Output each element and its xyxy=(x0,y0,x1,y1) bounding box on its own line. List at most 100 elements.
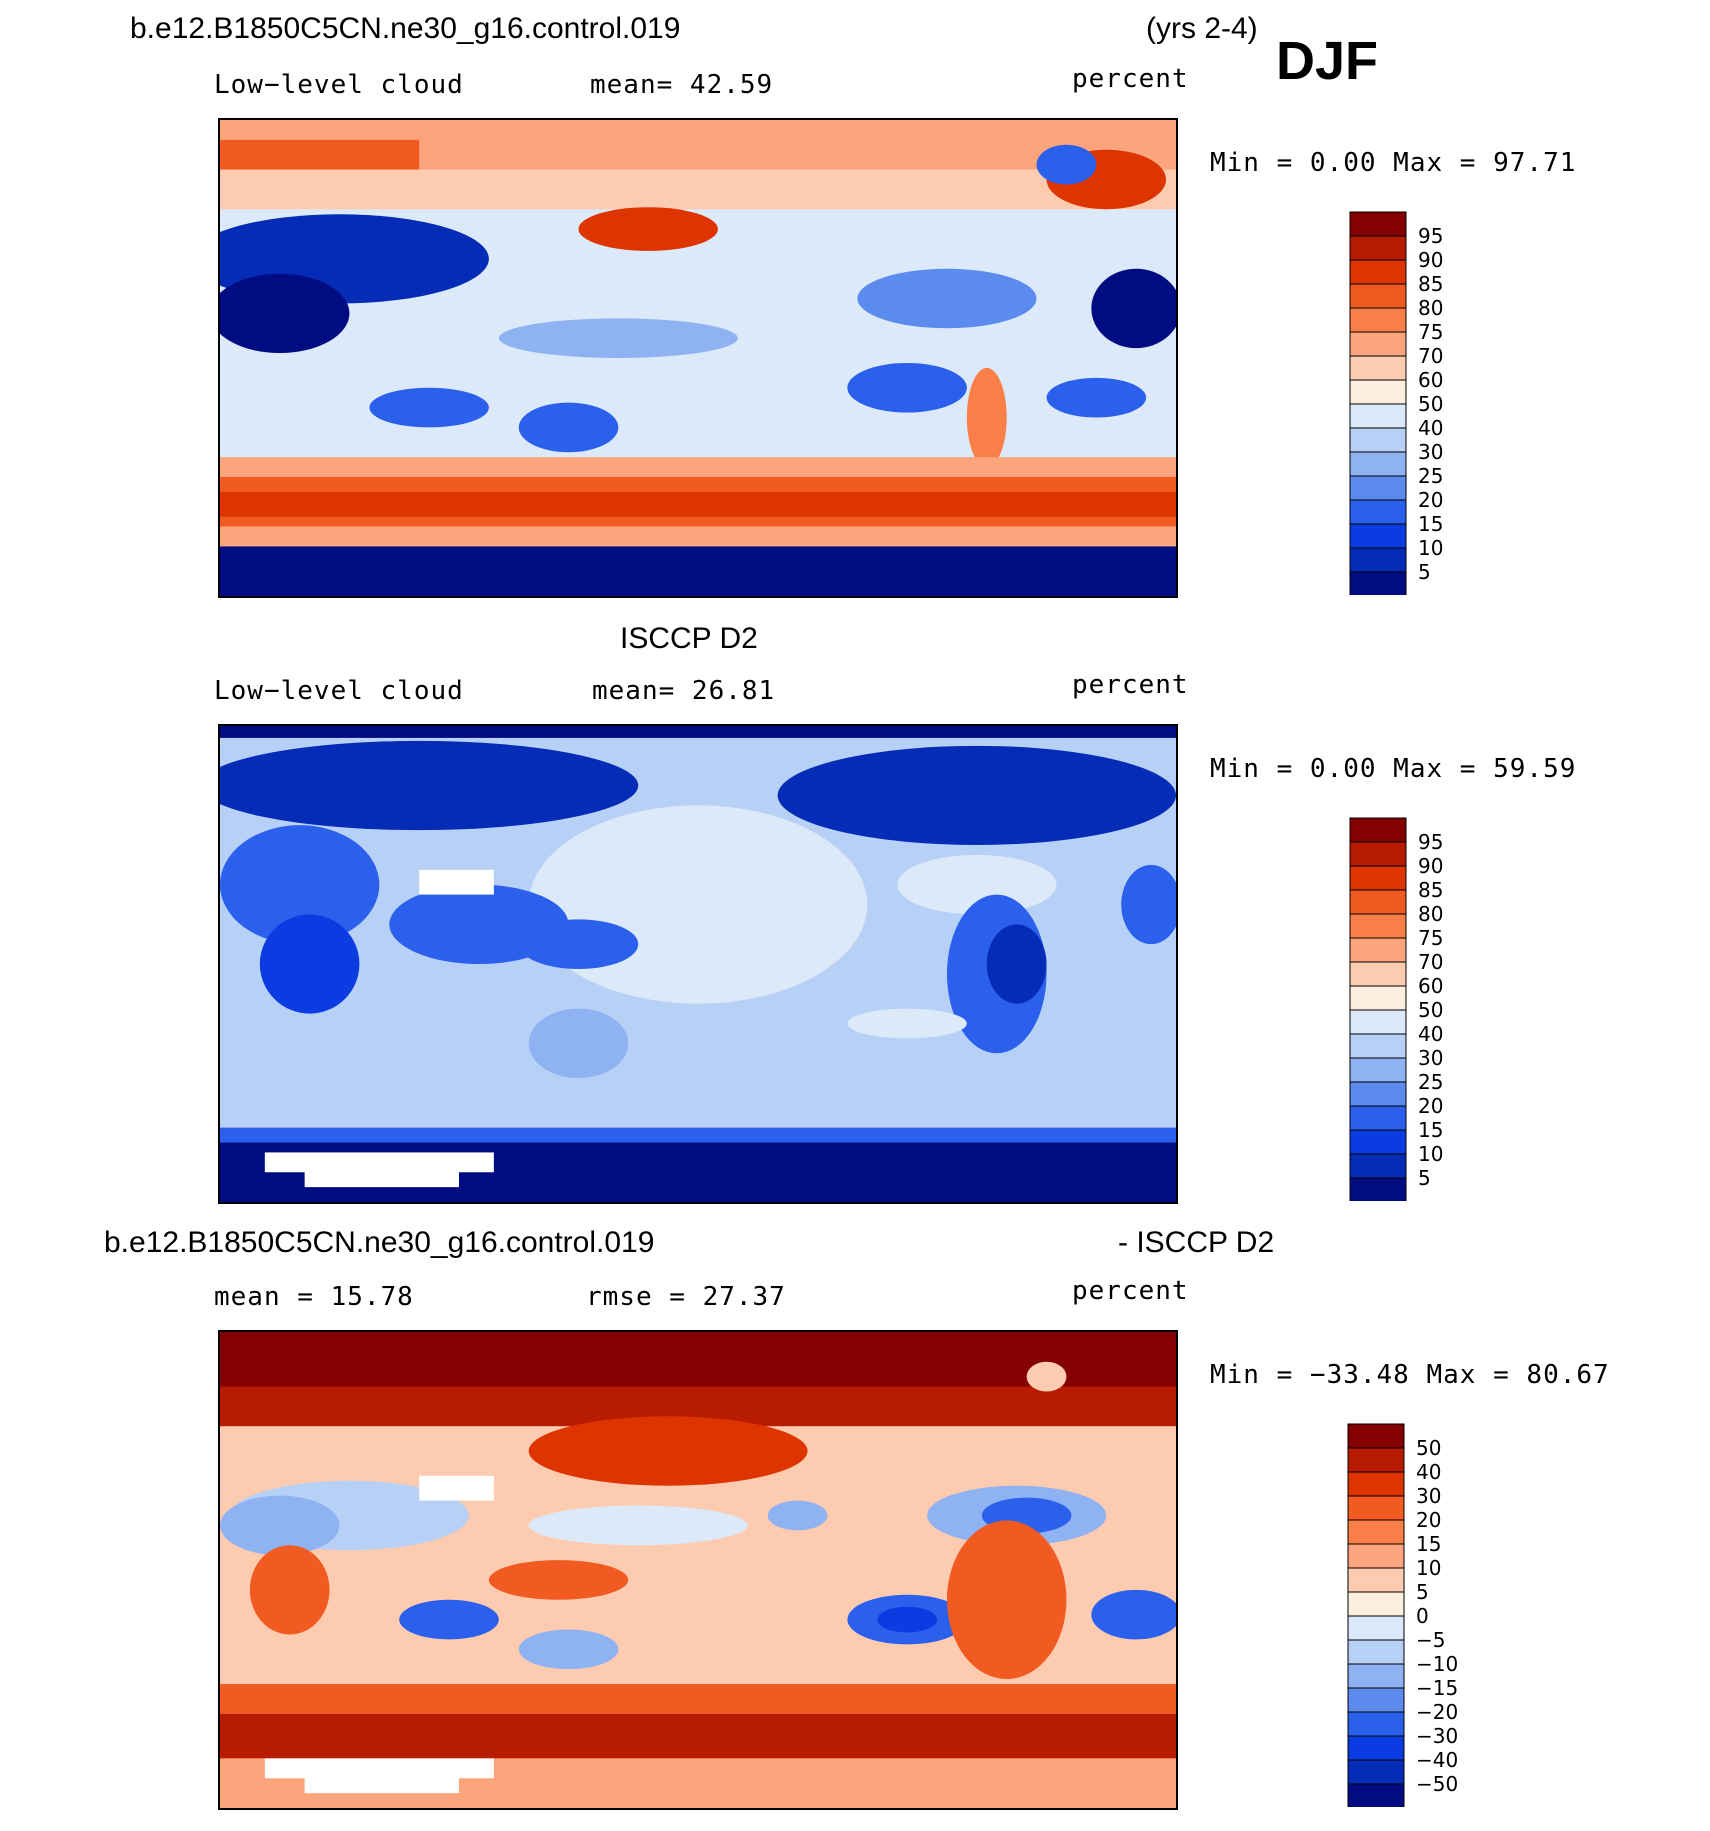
panel2-mean: mean= 26.81 xyxy=(592,676,776,706)
colorbar-tick-label: −15 xyxy=(1416,1676,1458,1700)
colorbar-tick-label: 10 xyxy=(1416,1556,1441,1580)
colorbar-swatch xyxy=(1349,259,1407,285)
colorbar-tick-label: 85 xyxy=(1418,878,1443,902)
colorbar-swatch xyxy=(1349,427,1407,453)
colorbar-swatch xyxy=(1347,1567,1405,1593)
colorbar-swatch xyxy=(1347,1639,1405,1665)
colorbar-swatch xyxy=(1349,235,1407,261)
panel1-map xyxy=(218,118,1178,598)
years-label: (yrs 2-4) xyxy=(1146,12,1258,45)
colorbar-swatch xyxy=(1349,283,1407,309)
colorbar-tick-label: 50 xyxy=(1416,1436,1441,1460)
panel1-mean: mean= 42.59 xyxy=(590,70,774,100)
colorbar-swatch xyxy=(1349,1153,1407,1179)
colorbar-tick-label: −20 xyxy=(1416,1700,1458,1724)
colorbar-tick-label: −50 xyxy=(1416,1772,1458,1796)
season-label: DJF xyxy=(1276,31,1379,91)
colorbar-tick-label: 50 xyxy=(1418,998,1443,1022)
colorbar-tick-label: 5 xyxy=(1418,1166,1431,1190)
colorbar-swatch xyxy=(1349,475,1407,501)
colorbar-tick-label: 85 xyxy=(1418,272,1443,296)
colorbar-tick-label: 90 xyxy=(1418,854,1443,878)
colorbar-tick-label: 30 xyxy=(1416,1484,1441,1508)
panel3-minmax: Min = −33.48 Max = 80.67 xyxy=(1210,1360,1610,1390)
colorbar-tick-label: −5 xyxy=(1416,1628,1445,1652)
colorbar-swatch xyxy=(1349,331,1407,357)
case-name-title: b.e12.B1850C5CN.ne30_g16.control.019 xyxy=(130,12,681,45)
colorbar-tick-label: −10 xyxy=(1416,1652,1458,1676)
colorbar-tick-label: 10 xyxy=(1418,536,1443,560)
colorbar-swatch xyxy=(1347,1495,1405,1521)
colorbar-swatch xyxy=(1349,307,1407,333)
colorbar-tick-label: 60 xyxy=(1418,368,1443,392)
colorbar-swatch xyxy=(1347,1471,1405,1497)
panel3-map-field xyxy=(220,1332,1176,1808)
colorbar-swatch xyxy=(1349,1009,1407,1035)
colorbar-swatch xyxy=(1349,379,1407,405)
colorbar-tick-label: 30 xyxy=(1418,1046,1443,1070)
colorbar-swatch xyxy=(1349,571,1407,595)
colorbar-swatch xyxy=(1347,1423,1405,1449)
panel1-map-field xyxy=(220,120,1176,596)
colorbar-tick-label: 0 xyxy=(1416,1604,1429,1628)
panel3-colorbar: 50 40 30 20 15 10 5 0 −5 −10 −15 −20 −30 −40 −50 xyxy=(1346,1422,1476,1807)
panel1-minmax: Min = 0.00 Max = 97.71 xyxy=(1210,148,1577,178)
colorbar-tick-label: 15 xyxy=(1418,512,1443,536)
colorbar-swatch xyxy=(1349,817,1407,843)
colorbar-swatch xyxy=(1347,1543,1405,1569)
colorbar-swatch xyxy=(1349,523,1407,549)
panel3-units: percent xyxy=(1072,1276,1189,1306)
colorbar-swatch xyxy=(1349,865,1407,891)
colorbar-tick-label: 40 xyxy=(1416,1460,1441,1484)
colorbar-swatch xyxy=(1349,403,1407,429)
colorbar-tick-label: 25 xyxy=(1418,464,1443,488)
panel3-map xyxy=(218,1330,1178,1810)
colorbar-swatch xyxy=(1349,985,1407,1011)
colorbar-tick-label: 80 xyxy=(1418,296,1443,320)
panel1-colorbar: 95 90 85 80 75 70 60 50 40 30 25 20 15 10 5 xyxy=(1348,210,1478,595)
colorbar-tick-label: 30 xyxy=(1418,440,1443,464)
colorbar-swatch xyxy=(1349,211,1407,237)
colorbar-tick-label: 5 xyxy=(1416,1580,1429,1604)
colorbar-swatch xyxy=(1349,937,1407,963)
panel1-variable: Low−level cloud xyxy=(214,70,464,100)
colorbar-tick-label: −30 xyxy=(1416,1724,1458,1748)
colorbar-tick-label: 75 xyxy=(1418,926,1443,950)
colorbar-tick-label: 60 xyxy=(1418,974,1443,998)
panel2-units: percent xyxy=(1072,670,1189,700)
colorbar-tick-label: 70 xyxy=(1418,950,1443,974)
colorbar-swatch xyxy=(1347,1663,1405,1689)
colorbar-swatch xyxy=(1347,1447,1405,1473)
colorbar-tick-label: 40 xyxy=(1418,1022,1443,1046)
colorbar-tick-label: 20 xyxy=(1416,1508,1441,1532)
panel1-units: percent xyxy=(1072,64,1189,94)
panel2-minmax: Min = 0.00 Max = 59.59 xyxy=(1210,754,1577,784)
colorbar-tick-label: 70 xyxy=(1418,344,1443,368)
panel2-map-field xyxy=(220,726,1176,1202)
colorbar-tick-label: 95 xyxy=(1418,224,1443,248)
colorbar-swatch xyxy=(1349,1105,1407,1131)
colorbar-tick-label: 20 xyxy=(1418,1094,1443,1118)
colorbar-swatch xyxy=(1347,1735,1405,1761)
colorbar-swatch xyxy=(1349,889,1407,915)
colorbar-swatch xyxy=(1349,547,1407,573)
panel3-title-left: b.e12.B1850C5CN.ne30_g16.control.019 xyxy=(104,1226,655,1259)
colorbar-tick-label: 15 xyxy=(1418,1118,1443,1142)
colorbar-swatch xyxy=(1347,1591,1405,1617)
colorbar-swatch xyxy=(1347,1783,1405,1807)
panel2-colorbar: 95 90 85 80 75 70 60 50 40 30 25 20 15 10 5 xyxy=(1348,816,1478,1201)
colorbar-tick-label: 95 xyxy=(1418,830,1443,854)
colorbar-tick-label: 20 xyxy=(1418,488,1443,512)
colorbar-tick-label: 90 xyxy=(1418,248,1443,272)
colorbar-swatch xyxy=(1349,1057,1407,1083)
colorbar-tick-label: 40 xyxy=(1418,416,1443,440)
colorbar-swatch xyxy=(1349,451,1407,477)
colorbar-swatch xyxy=(1347,1519,1405,1545)
colorbar-swatch xyxy=(1349,499,1407,525)
colorbar-tick-label: 25 xyxy=(1418,1070,1443,1094)
colorbar-swatch xyxy=(1349,1033,1407,1059)
colorbar-tick-label: 10 xyxy=(1418,1142,1443,1166)
colorbar-swatch xyxy=(1349,961,1407,987)
panel3-title-right: - ISCCP D2 xyxy=(1118,1226,1275,1259)
panel2-map xyxy=(218,724,1178,1204)
